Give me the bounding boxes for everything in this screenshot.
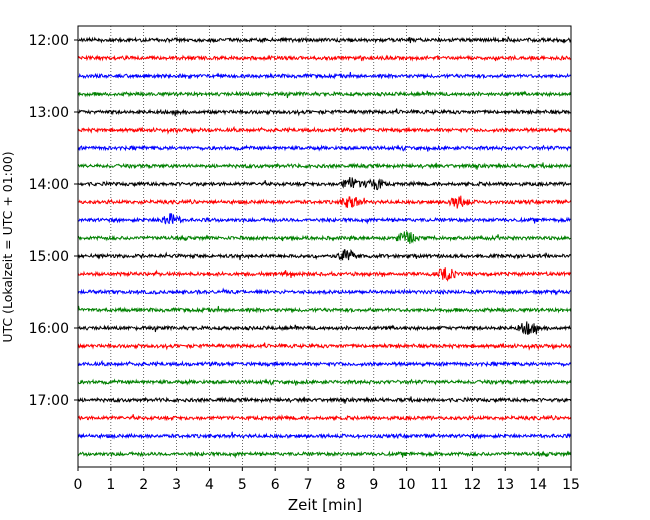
x-tick-label: 0 xyxy=(74,477,83,493)
trace-1545 xyxy=(77,305,572,314)
trace-1330 xyxy=(77,144,572,152)
x-tick-label: 11 xyxy=(431,477,449,493)
trace-1415 xyxy=(77,195,572,209)
trace-1730 xyxy=(77,431,572,440)
trace-1445 xyxy=(77,231,571,244)
x-axis: 0 1 2 3 4 5 6 7 8 9 10 11 12 13 14 15 xyxy=(74,467,580,493)
x-tick-label: 15 xyxy=(562,477,580,493)
trace-1600 xyxy=(77,321,571,335)
trace-1530 xyxy=(77,287,571,296)
trace-1215 xyxy=(77,54,572,62)
x-tick-label: 8 xyxy=(336,477,345,493)
trace-1230 xyxy=(77,71,572,80)
x-tick-label: 2 xyxy=(139,477,148,493)
y-axis: 12:00 13:00 14:00 15:00 16:00 17:00 xyxy=(29,33,78,409)
x-tick-label: 6 xyxy=(271,477,280,493)
x-tick-label: 3 xyxy=(172,477,181,493)
y-tick-label: 12:00 xyxy=(29,33,69,49)
x-tick-label: 12 xyxy=(463,477,481,493)
trace-1245 xyxy=(77,90,572,99)
y-tick-label: 15:00 xyxy=(29,249,69,265)
trace-1400 xyxy=(77,177,572,191)
x-tick-label: 4 xyxy=(205,477,214,493)
plot-frame xyxy=(77,25,572,468)
trace-1715 xyxy=(77,414,572,422)
x-tick-label: 5 xyxy=(238,477,247,493)
traces xyxy=(77,36,572,459)
y-tick-label: 14:00 xyxy=(29,177,69,193)
trace-1500 xyxy=(77,248,571,261)
y-tick-label: 17:00 xyxy=(29,393,69,409)
x-tick-label: 14 xyxy=(529,477,547,493)
trace-1300 xyxy=(77,108,571,117)
x-tick-label: 10 xyxy=(398,477,416,493)
trace-1515 xyxy=(77,267,572,282)
trace-1630 xyxy=(77,359,572,368)
x-tick-label: 7 xyxy=(304,477,313,493)
trace-1315 xyxy=(77,125,571,135)
trace-1745 xyxy=(77,450,572,459)
x-axis-label: Zeit [min] xyxy=(288,496,362,514)
x-tick-label: 13 xyxy=(496,477,514,493)
trace-1615 xyxy=(77,342,572,351)
trace-1200 xyxy=(77,36,572,44)
trace-1430 xyxy=(77,212,571,225)
x-tick-label: 9 xyxy=(369,477,378,493)
y-tick-label: 13:00 xyxy=(29,105,69,121)
trace-1700 xyxy=(77,396,572,404)
trace-1345 xyxy=(77,162,572,170)
trace-1645 xyxy=(77,378,572,386)
x-tick-label: 1 xyxy=(106,477,115,493)
y-tick-label: 16:00 xyxy=(29,321,69,337)
y-axis-label: UTC (Lokalzeit = UTC + 01:00) xyxy=(0,151,15,342)
